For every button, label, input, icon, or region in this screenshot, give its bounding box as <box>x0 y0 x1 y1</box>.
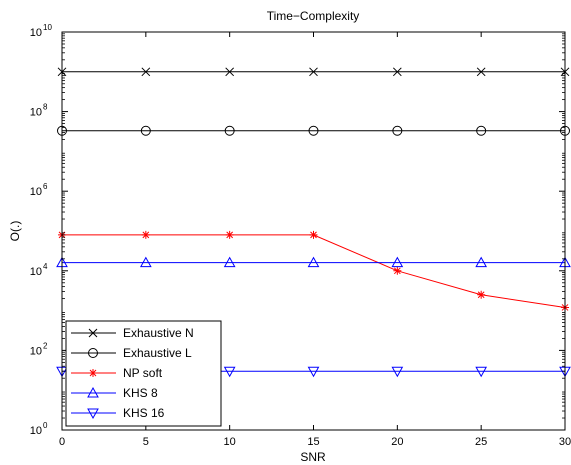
data-point <box>476 67 486 77</box>
y-tick-label: 10 <box>30 425 42 437</box>
y-tick-exponent: 2 <box>43 341 48 350</box>
legend-marker <box>88 328 98 338</box>
y-tick-exponent: 0 <box>43 421 48 430</box>
legend-label: KHS 8 <box>123 386 158 400</box>
data-point <box>141 67 151 77</box>
legend-item: Exhaustive N <box>71 326 194 340</box>
legend-item: NP soft <box>71 366 163 380</box>
data-point <box>391 366 404 378</box>
legend-marker <box>87 386 99 398</box>
data-point <box>307 256 320 268</box>
data-point <box>392 67 402 77</box>
x-tick-label: 30 <box>559 436 571 448</box>
chart-title: Time−Complexity <box>267 9 360 23</box>
data-point <box>141 230 150 239</box>
y-tick-label: 10 <box>30 345 42 357</box>
x-tick-label: 15 <box>307 436 319 448</box>
y-axis-label: O(.) <box>8 221 22 242</box>
legend-item: KHS 16 <box>71 406 165 420</box>
series-khs-8 <box>56 256 571 268</box>
data-point <box>307 366 320 378</box>
data-point <box>308 125 319 136</box>
data-point <box>140 125 151 136</box>
x-tick-label: 20 <box>391 436 403 448</box>
data-point <box>139 256 152 268</box>
y-tick-label: 10 <box>30 266 42 278</box>
data-point <box>309 67 318 77</box>
data-point <box>476 125 487 136</box>
x-tick-label: 25 <box>475 436 487 448</box>
y-tick-exponent: 6 <box>43 182 48 191</box>
x-tick-label: 10 <box>224 436 236 448</box>
data-point <box>223 256 236 268</box>
legend-label: NP soft <box>123 366 163 380</box>
legend-marker <box>87 408 99 420</box>
legend-label: Exhaustive L <box>123 346 192 360</box>
y-tick-exponent: 8 <box>43 103 48 112</box>
data-point <box>393 266 402 275</box>
legend-item: Exhaustive L <box>71 346 192 360</box>
y-tick-exponent: 10 <box>43 23 52 32</box>
data-point <box>225 230 234 239</box>
data-point <box>392 125 403 136</box>
data-point <box>225 67 235 77</box>
legend: Exhaustive N Exhaustive L NP soft KHS 8 KHS … <box>65 320 222 427</box>
x-tick-label: 5 <box>143 436 149 448</box>
data-point <box>309 230 318 239</box>
data-point <box>391 256 404 268</box>
legend-label: KHS 16 <box>123 406 165 420</box>
x-tick-label: 0 <box>59 436 65 448</box>
y-tick-label: 10 <box>30 186 42 198</box>
y-tick-label: 10 <box>30 107 42 119</box>
data-point <box>475 256 488 268</box>
x-axis-label: SNR <box>300 450 326 464</box>
y-tick-label: 10 <box>30 27 42 39</box>
data-point <box>475 366 488 378</box>
y-tick-exponent: 4 <box>43 262 48 271</box>
data-point <box>477 290 486 299</box>
legend-item: KHS 8 <box>71 386 158 400</box>
data-point <box>224 125 235 136</box>
legend-marker <box>88 348 98 358</box>
data-point <box>223 366 236 378</box>
legend-label: Exhaustive N <box>123 326 194 340</box>
legend-marker <box>89 369 97 377</box>
